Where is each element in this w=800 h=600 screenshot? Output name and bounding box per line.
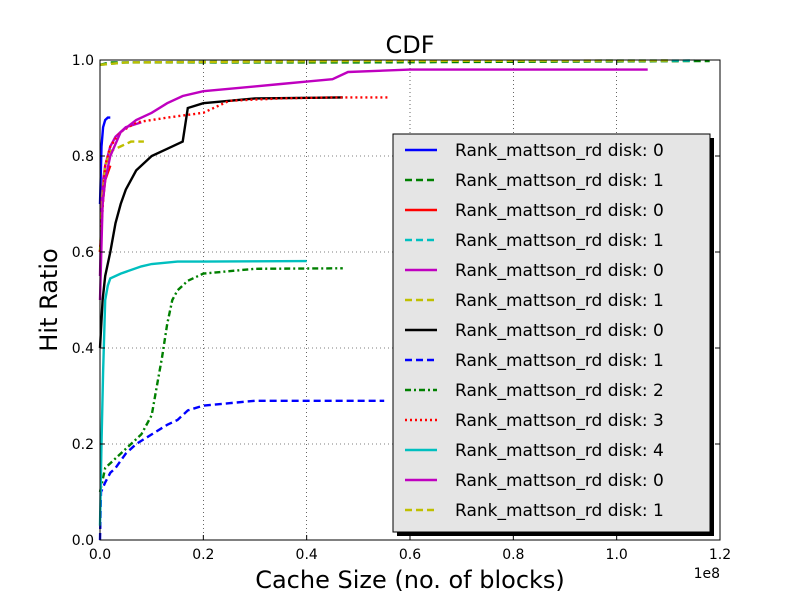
chart-title: CDF — [385, 31, 434, 59]
legend-label: Rank_mattson_rd disk: 0 — [455, 321, 664, 341]
legend-label: Rank_mattson_rd disk: 0 — [455, 201, 664, 221]
legend-label: Rank_mattson_rd disk: 0 — [455, 471, 664, 491]
legend-box — [392, 133, 711, 533]
x-axis-exponent: 1e8 — [694, 566, 720, 582]
x-axis-label: Cache Size (no. of blocks) — [255, 566, 565, 594]
legend-label: Rank_mattson_rd disk: 1 — [455, 501, 664, 521]
y-tick-label: 0.2 — [72, 437, 94, 453]
x-tick-label: 0.4 — [296, 547, 318, 563]
series-line-9 — [98, 96, 390, 253]
y-axis-label: Hit Ratio — [35, 248, 63, 351]
series-line-6 — [98, 96, 343, 349]
legend-label: Rank_mattson_rd disk: 2 — [455, 381, 664, 401]
plot-lines — [98, 59, 710, 541]
y-tick-label: 0.8 — [72, 149, 94, 165]
legend: Rank_mattson_rd disk: 0 Rank_mattson_rd d… — [392, 133, 714, 536]
series-line-10 — [98, 259, 307, 526]
x-tick-label: 0.2 — [192, 547, 214, 563]
x-tick-label: 1.2 — [709, 547, 731, 563]
legend-label: Rank_mattson_rd disk: 3 — [455, 411, 664, 431]
legend-label: Rank_mattson_rd disk: 4 — [455, 441, 664, 461]
x-tick-label: 1.0 — [606, 547, 628, 563]
series-line-7 — [98, 399, 385, 541]
legend-label: Rank_mattson_rd disk: 0 — [455, 141, 664, 161]
y-tick-label: 0.6 — [72, 245, 94, 261]
y-tick-label: 0.0 — [72, 533, 94, 549]
x-tick-label: 0.8 — [502, 547, 524, 563]
legend-label: Rank_mattson_rd disk: 0 — [455, 261, 664, 281]
legend-label: Rank_mattson_rd disk: 1 — [455, 291, 664, 311]
y-tick-label: 1.0 — [72, 53, 94, 69]
y-tick-label: 0.4 — [72, 341, 94, 357]
legend-label: Rank_mattson_rd disk: 1 — [455, 231, 664, 251]
series-line-11 — [98, 68, 648, 301]
legend-label: Rank_mattson_rd disk: 1 — [455, 351, 664, 371]
legend-label: Rank_mattson_rd disk: 1 — [455, 171, 664, 191]
x-tick-label: 0.0 — [89, 547, 111, 563]
x-tick-label: 0.6 — [399, 547, 421, 563]
axis-ticks: 0.0 0.2 0.4 0.6 0.8 1.0 1.2 0.0 0.2 0.4 0.6 0.8 1.0 — [72, 53, 731, 563]
